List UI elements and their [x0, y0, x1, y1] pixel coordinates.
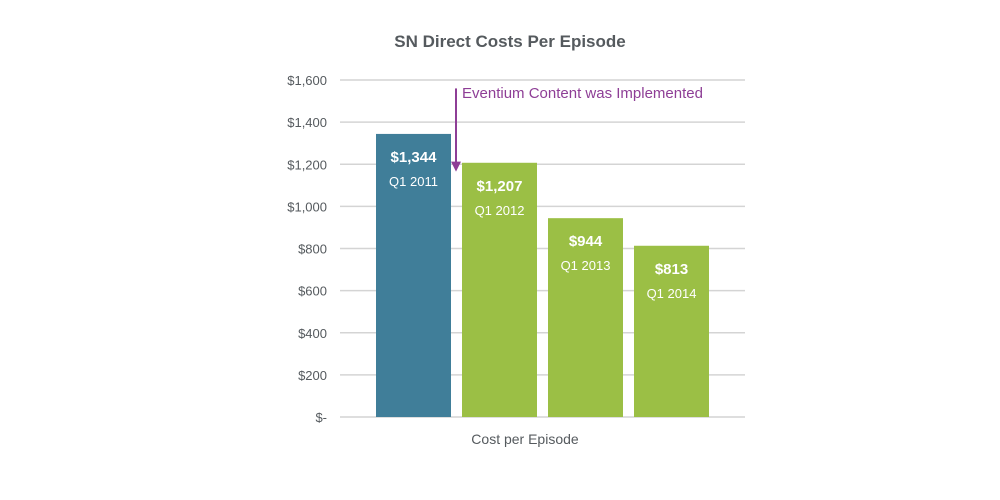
bar [634, 245, 709, 417]
y-tick-label: $- [315, 410, 327, 425]
x-axis-label: Cost per Episode [471, 431, 579, 447]
bar [462, 162, 537, 417]
annotation-arrow-head [451, 161, 461, 172]
chart-title: SN Direct Costs Per Episode [394, 32, 625, 51]
y-tick-label: $800 [298, 242, 327, 257]
bar-category-label: Q1 2014 [647, 286, 697, 301]
y-tick-label: $600 [298, 284, 327, 299]
y-axis-ticks: $- $200 $400 $600 $800 $1,000 $1,200 $1,400 $1,6… [287, 73, 327, 425]
bar-value-label: $1,344 [391, 149, 438, 166]
y-tick-label: $200 [298, 368, 327, 383]
bar-value-label: $1,207 [477, 178, 523, 195]
y-tick-label: $1,000 [287, 199, 327, 214]
bar [376, 133, 451, 418]
y-tick-label: $1,200 [287, 157, 327, 172]
y-tick-label: $400 [298, 326, 327, 341]
bar-category-label: Q1 2012 [475, 203, 525, 218]
y-tick-label: $1,600 [287, 73, 327, 88]
y-tick-label: $1,400 [287, 115, 327, 130]
bar-category-label: Q1 2011 [389, 174, 438, 189]
bars: $1,344 Q1 2011 $1,207 Q1 2012 $944 Q1 2013 $81… [376, 133, 709, 418]
annotation: Eventium Content was Implemented [451, 85, 703, 172]
bar-value-label: $813 [655, 261, 688, 278]
bar-category-label: Q1 2013 [561, 258, 611, 273]
bar-value-label: $944 [569, 233, 603, 250]
bar [548, 218, 623, 417]
annotation-text: Eventium Content was Implemented [462, 85, 703, 102]
